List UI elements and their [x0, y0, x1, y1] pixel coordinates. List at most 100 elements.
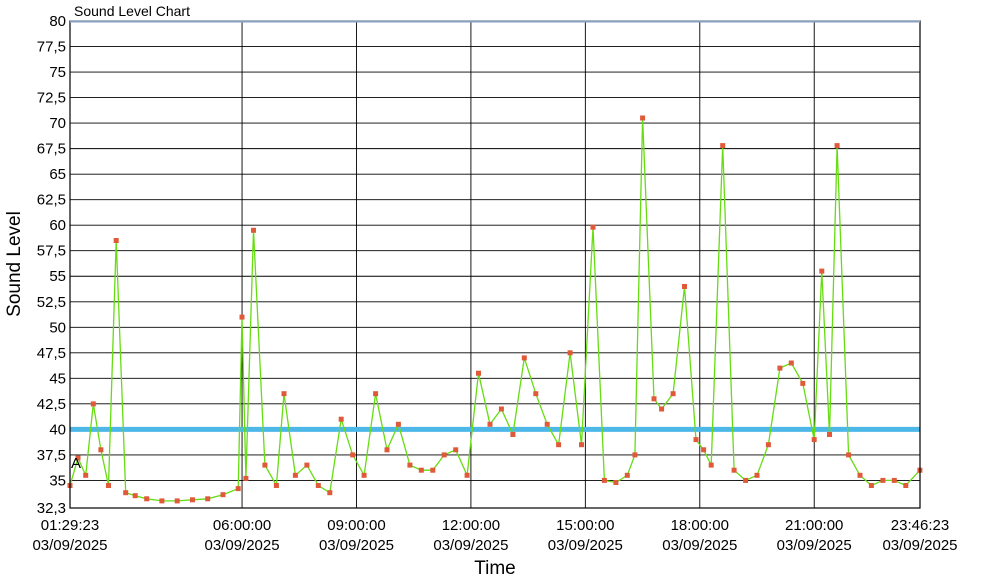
data-point: [220, 492, 226, 498]
data-point: [262, 462, 268, 468]
data-point: [239, 314, 245, 320]
y-tick-label: 40: [49, 421, 66, 438]
data-point: [819, 268, 825, 274]
y-tick-label: 67,5: [37, 141, 66, 158]
x-tick-time: 18:00:00: [671, 517, 729, 534]
data-point: [533, 391, 539, 397]
series-annotation: A: [71, 455, 81, 472]
data-point: [132, 493, 138, 499]
data-point: [624, 472, 630, 478]
data-point: [350, 452, 356, 458]
y-tick-label: 35: [49, 472, 66, 489]
data-point: [464, 472, 470, 478]
data-point: [846, 452, 852, 458]
y-tick-label: 80: [49, 13, 66, 30]
x-tick-time: 21:00:00: [785, 517, 843, 534]
data-point: [868, 483, 874, 488]
data-point: [190, 497, 195, 503]
data-point: [75, 455, 81, 461]
data-point: [90, 401, 96, 407]
plot-frame: [69, 20, 921, 509]
data-point: [670, 391, 676, 397]
data-point: [430, 467, 436, 473]
data-point: [487, 421, 493, 427]
x-tick-date: 03/09/2025: [548, 537, 623, 554]
data-point: [613, 480, 619, 485]
x-tick-date: 03/09/2025: [319, 537, 394, 554]
data-point: [857, 472, 863, 478]
x-tick-date: 03/09/2025: [777, 537, 852, 554]
data-point: [765, 442, 771, 448]
data-point: [827, 432, 832, 437]
data-point: [590, 224, 596, 230]
chart-title: Sound Level Chart: [74, 3, 190, 19]
y-tick-label: 60: [49, 217, 66, 234]
y-tick-label: 77,5: [37, 39, 66, 56]
data-point: [243, 475, 249, 481]
x-tick-time: 09:00:00: [327, 517, 385, 534]
y-tick-label: 65: [49, 166, 66, 183]
y-tick-label: 37,5: [37, 447, 66, 464]
data-point: [407, 462, 413, 468]
data-point: [891, 477, 897, 483]
y-tick-label: 32,3: [37, 500, 66, 517]
data-point: [113, 238, 119, 243]
data-point: [521, 355, 527, 361]
data-point: [123, 490, 129, 496]
data-point: [743, 477, 749, 483]
data-point: [708, 462, 714, 468]
y-tick-label: 52,5: [37, 294, 66, 311]
data-point: [800, 380, 806, 386]
data-point: [567, 350, 573, 356]
y-tick-label: 70: [49, 115, 66, 132]
data-point: [251, 227, 256, 233]
data-point: [777, 365, 783, 371]
data-point: [556, 442, 562, 448]
data-point: [281, 391, 287, 397]
data-point: [693, 437, 699, 443]
y-tick-label: 50: [49, 319, 66, 336]
data-point: [292, 472, 298, 478]
grid-layer: [70, 20, 920, 509]
data-point: [754, 472, 760, 478]
series-layer: [67, 115, 923, 504]
x-tick-time: 23:46:23: [891, 517, 949, 534]
data-point: [361, 472, 367, 478]
data-point: [174, 498, 180, 504]
x-tick-time: 06:00:00: [213, 517, 271, 534]
y-tick-label: 72,5: [37, 90, 66, 107]
data-point: [106, 483, 111, 488]
x-tick-date: 03/09/2025: [32, 537, 107, 554]
x-tick-time: 12:00:00: [442, 517, 500, 534]
data-point: [235, 486, 241, 492]
data-point: [701, 447, 707, 453]
data-point: [903, 483, 909, 488]
data-point: [159, 498, 165, 504]
data-point: [544, 421, 550, 427]
x-tick-time: 01:29:23: [41, 517, 99, 534]
data-point: [418, 467, 424, 473]
data-point: [632, 452, 638, 458]
data-point: [441, 452, 447, 458]
y-tick-label: 42,5: [37, 396, 66, 413]
tick-layer: 32,3 35 37,5 40 42,5 45 47,5 50 52,5 55 57,5 60 62,5…: [32, 13, 957, 554]
data-point: [731, 467, 737, 473]
data-point: [144, 496, 150, 502]
x-tick-date: 03/09/2025: [205, 537, 280, 554]
y-tick-label: 45: [49, 370, 66, 387]
data-point: [579, 442, 584, 448]
data-point: [395, 421, 401, 427]
data-point: [498, 406, 504, 412]
x-axis-label: Time: [474, 558, 516, 579]
data-point: [476, 370, 481, 376]
x-tick-date: 03/09/2025: [882, 537, 957, 554]
data-point: [834, 143, 840, 149]
data-point: [98, 447, 104, 453]
y-tick-label: 75: [49, 64, 66, 81]
x-tick-date: 03/09/2025: [662, 537, 737, 554]
y-tick-label: 57,5: [37, 243, 66, 260]
data-point: [640, 115, 646, 121]
series-line: [69, 117, 921, 502]
data-point: [788, 360, 794, 366]
data-point: [659, 406, 665, 412]
